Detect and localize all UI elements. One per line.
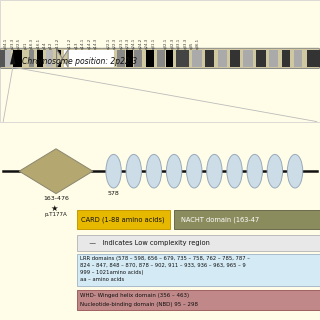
Polygon shape [57, 50, 68, 67]
Bar [157, 50, 165, 67]
Bar [37, 50, 43, 67]
FancyBboxPatch shape [0, 0, 320, 122]
Text: q36.1: q36.1 [196, 37, 200, 49]
Text: NACHT domain (163-47: NACHT domain (163-47 [181, 216, 259, 223]
Bar [218, 50, 227, 67]
FancyBboxPatch shape [77, 254, 320, 286]
Text: p34.1: p34.1 [4, 37, 8, 49]
FancyBboxPatch shape [77, 210, 170, 229]
Text: q14.2: q14.2 [87, 37, 92, 49]
Text: q23.3: q23.3 [126, 37, 130, 49]
Bar [205, 50, 214, 67]
Text: q11.2: q11.2 [68, 37, 72, 49]
FancyBboxPatch shape [174, 210, 320, 229]
Bar [126, 50, 133, 67]
Text: q24.1: q24.1 [132, 37, 136, 49]
Bar [256, 50, 266, 67]
Bar [117, 50, 125, 67]
Text: q14.1: q14.1 [81, 37, 85, 49]
Ellipse shape [247, 155, 262, 188]
Text: q31.1: q31.1 [151, 37, 156, 49]
Text: p14: p14 [43, 41, 47, 49]
Text: q32.3: q32.3 [171, 37, 175, 49]
Text: q24.3: q24.3 [145, 37, 149, 49]
Bar [269, 50, 278, 67]
Ellipse shape [166, 155, 182, 188]
Text: CARD (1-88 amino acids): CARD (1-88 amino acids) [81, 216, 165, 223]
Ellipse shape [126, 155, 141, 188]
Text: q24.2: q24.2 [139, 37, 143, 49]
Text: q14.3: q14.3 [94, 37, 98, 49]
Text: WHD- Winged helix domain (356 – 463): WHD- Winged helix domain (356 – 463) [80, 293, 189, 298]
Bar [243, 50, 253, 67]
Bar [176, 50, 189, 67]
Polygon shape [19, 149, 93, 194]
Bar [146, 50, 154, 67]
Text: q35: q35 [190, 41, 194, 49]
Text: 824 – 847, 848 – 870, 878 – 902, 911 – 933, 936 – 963, 965 – 9: 824 – 847, 848 – 870, 878 – 902, 911 – 9… [80, 263, 246, 268]
Text: Nucleotide-binding domain (NBD) 95 – 298: Nucleotide-binding domain (NBD) 95 – 298 [80, 302, 198, 307]
Text: Chromosome position: 2p22.3: Chromosome position: 2p22.3 [22, 57, 138, 66]
Ellipse shape [207, 155, 222, 188]
Bar [282, 50, 290, 67]
Ellipse shape [106, 155, 121, 188]
Bar [230, 50, 240, 67]
Bar [192, 50, 202, 67]
Text: p22.5: p22.5 [17, 37, 21, 49]
Bar [0, 50, 5, 67]
Bar [64, 50, 114, 67]
Text: p23.3: p23.3 [11, 37, 15, 49]
Bar [13, 50, 22, 67]
Text: LRR domains (578 – 598, 656 – 679, 735 – 758, 762 – 785, 787 –: LRR domains (578 – 598, 656 – 679, 735 –… [80, 256, 250, 261]
Bar [166, 50, 173, 67]
Bar [56, 50, 61, 67]
FancyBboxPatch shape [77, 235, 320, 251]
Bar [0, 0, 320, 122]
Text: p11.2: p11.2 [55, 37, 60, 49]
Bar [134, 50, 142, 67]
Text: —   Indicates Low complexity region: — Indicates Low complexity region [83, 240, 210, 246]
FancyBboxPatch shape [77, 290, 320, 310]
Ellipse shape [227, 155, 242, 188]
Bar [294, 50, 302, 67]
Bar [307, 50, 320, 67]
Text: p16.1: p16.1 [36, 37, 40, 49]
Text: q33.1: q33.1 [177, 37, 181, 49]
Text: p.T177A: p.T177A [44, 212, 68, 217]
Bar [29, 50, 34, 67]
FancyBboxPatch shape [0, 48, 320, 68]
Text: p12: p12 [49, 41, 53, 49]
Ellipse shape [146, 155, 162, 188]
Text: q22.3: q22.3 [113, 37, 117, 49]
Text: 578: 578 [108, 191, 119, 196]
Text: 163-476: 163-476 [43, 196, 69, 201]
Bar [46, 50, 53, 67]
Text: p21: p21 [23, 41, 28, 49]
Text: q32.1: q32.1 [164, 37, 168, 49]
Text: ★: ★ [51, 204, 58, 213]
Ellipse shape [187, 155, 202, 188]
Ellipse shape [287, 155, 303, 188]
Text: aa – amino acids: aa – amino acids [80, 277, 124, 282]
Bar [5, 50, 11, 67]
Ellipse shape [267, 155, 283, 188]
Text: q13: q13 [75, 41, 79, 49]
Text: p16.3: p16.3 [30, 37, 34, 49]
Text: q22.1: q22.1 [107, 37, 111, 49]
Text: q23.1: q23.1 [119, 37, 124, 49]
Text: 999 – 1021amino acids): 999 – 1021amino acids) [80, 270, 143, 275]
Text: q33.3: q33.3 [183, 37, 188, 49]
